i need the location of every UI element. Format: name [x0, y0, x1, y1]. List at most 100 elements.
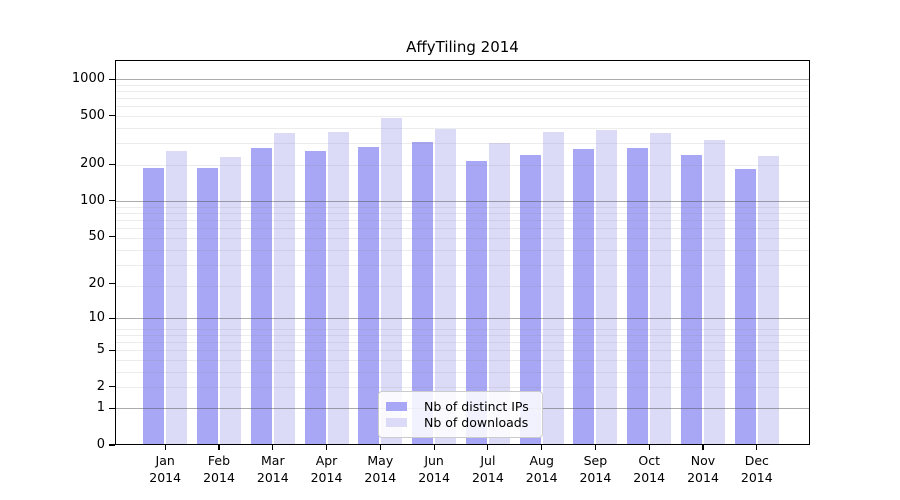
legend-label-downloads: Nb of downloads: [424, 415, 529, 430]
bar-apr-downloads: [327, 131, 349, 445]
x-tick-mark: [541, 445, 543, 450]
x-tick-month: Jun: [424, 453, 444, 468]
x-tick-mark: [756, 445, 758, 450]
minor-gridline: [116, 342, 809, 343]
x-tick-mark: [272, 445, 274, 450]
bar-jan-downloads: [166, 151, 188, 445]
x-tick-label-jun: Jun 2014: [406, 452, 462, 486]
x-tick-label-aug: Aug 2014: [514, 452, 570, 486]
bar-sep-downloads: [596, 130, 618, 445]
x-tick-label-sep: Sep 2014: [567, 452, 623, 486]
x-tick-mark: [702, 445, 704, 450]
bar-aug-downloads: [542, 131, 564, 445]
minor-gridline: [116, 127, 809, 129]
x-tick-month: Aug: [529, 453, 554, 468]
y-tick-mark: [109, 407, 115, 409]
minor-gridline: [116, 228, 809, 230]
x-tick-label-oct: Oct 2014: [621, 452, 677, 486]
y-tick-mark: [109, 349, 115, 351]
minor-gridline: [116, 286, 809, 288]
minor-gridline: [116, 98, 809, 100]
x-tick-mark: [325, 445, 328, 450]
y-tick-label: 0: [96, 437, 105, 452]
bar-nov-distinct-ips: [681, 155, 702, 445]
x-tick-month: Feb: [207, 453, 231, 468]
bar-sep-distinct-ips: [573, 149, 595, 445]
minor-gridline: [116, 359, 809, 361]
bar-jun-distinct-ips: [412, 141, 434, 445]
x-tick-label-dec: Dec 2014: [729, 452, 785, 486]
x-tick-month: Sep: [583, 453, 608, 468]
chart-title: AffyTiling 2014: [406, 38, 519, 56]
minor-gridline: [116, 84, 809, 86]
x-tick-mark: [648, 445, 650, 450]
minor-gridline: [116, 328, 809, 330]
bar-nov-downloads: [704, 139, 725, 445]
y-tick-label: 200: [80, 156, 105, 172]
x-tick-year: 2014: [740, 470, 773, 485]
y-tick-mark: [109, 163, 115, 165]
y-tick-label: 20: [88, 275, 105, 291]
y-tick-label: 50: [88, 228, 105, 244]
minor-gridline: [116, 91, 809, 93]
x-tick-mark: [218, 445, 220, 450]
y-tick-label: 1: [96, 400, 105, 416]
x-tick-year: 2014: [149, 470, 182, 485]
y-tick-label: 5: [96, 342, 105, 358]
minor-gridline: [116, 164, 809, 166]
x-tick-mark: [433, 445, 435, 450]
y-tick-label: 10: [88, 310, 105, 326]
x-tick-month: Jan: [155, 453, 175, 468]
x-tick-label-feb: Feb 2014: [191, 452, 247, 486]
bar-feb-downloads: [220, 157, 241, 445]
y-tick-mark: [109, 236, 115, 238]
minor-gridline: [116, 334, 809, 336]
bar-feb-distinct-ips: [197, 168, 218, 445]
bar-mar-distinct-ips: [250, 148, 272, 445]
x-tick-mark: [164, 445, 166, 450]
legend-item-distinct-ips: Nb of distinct IPs: [386, 399, 535, 414]
y-tick-mark: [109, 317, 115, 319]
x-tick-year: 2014: [310, 470, 343, 485]
minor-gridline: [116, 206, 809, 208]
y-tick-mark: [109, 115, 115, 117]
legend: Nb of distinct IPs Nb of downloads: [378, 391, 543, 438]
x-tick-month: Mar: [261, 453, 285, 468]
minor-gridline: [116, 350, 809, 352]
bar-aug-distinct-ips: [519, 155, 541, 445]
x-tick-mark: [594, 445, 596, 450]
x-tick-year: 2014: [687, 470, 719, 485]
x-tick-month: Apr: [315, 453, 338, 468]
major-gridline: [116, 200, 809, 202]
x-tick-year: 2014: [579, 470, 612, 485]
minor-gridline: [116, 220, 809, 222]
major-gridline: [116, 318, 809, 320]
bar-jul-downloads: [488, 142, 510, 445]
x-tick-month: May: [367, 453, 394, 468]
minor-gridline: [116, 213, 809, 214]
x-tick-mark: [487, 445, 489, 450]
legend-label-distinct-ips: Nb of distinct IPs: [424, 399, 529, 414]
bar-apr-distinct-ips: [304, 151, 326, 445]
minor-gridline: [116, 371, 809, 373]
bar-dec-downloads: [757, 155, 779, 445]
bar-may-distinct-ips: [358, 146, 380, 445]
major-gridline: [116, 79, 809, 81]
minor-gridline: [116, 143, 809, 144]
bar-jul-distinct-ips: [465, 160, 487, 445]
bar-dec-distinct-ips: [734, 169, 756, 445]
bar-mar-downloads: [273, 132, 295, 445]
bar-oct-downloads: [650, 132, 672, 445]
legend-swatch-downloads: [386, 418, 407, 427]
y-tick-mark: [109, 78, 115, 80]
x-tick-month: Oct: [638, 453, 660, 468]
x-tick-mark: [379, 445, 381, 450]
x-tick-label-jul: Jul 2014: [460, 452, 516, 486]
y-tick-mark: [109, 283, 115, 285]
bar-jun-downloads: [435, 129, 457, 445]
y-tick-label: 500: [80, 107, 105, 123]
y-tick-label: 100: [80, 192, 105, 208]
bar-oct-distinct-ips: [627, 148, 649, 445]
x-tick-label-nov: Nov 2014: [675, 452, 731, 486]
